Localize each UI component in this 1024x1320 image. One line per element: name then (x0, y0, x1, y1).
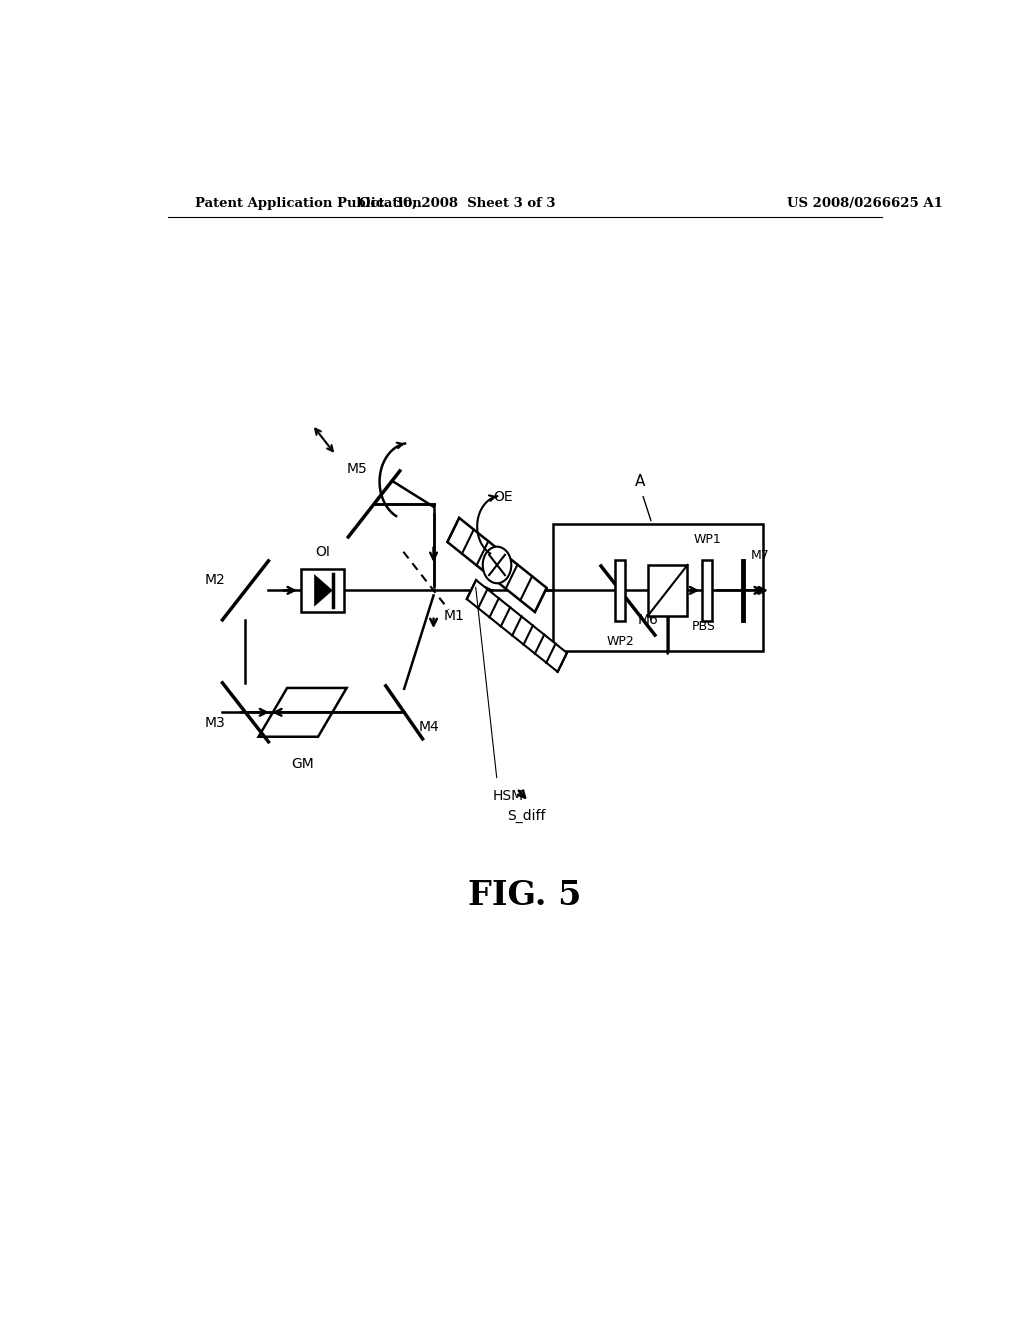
Text: Oct. 30, 2008  Sheet 3 of 3: Oct. 30, 2008 Sheet 3 of 3 (359, 197, 556, 210)
Text: HSM: HSM (494, 788, 524, 803)
Bar (301, 569, 344, 611)
Circle shape (482, 546, 511, 583)
Polygon shape (314, 574, 333, 607)
Text: M2: M2 (205, 573, 225, 587)
Text: PBS: PBS (692, 620, 716, 632)
Text: WP2: WP2 (606, 635, 634, 648)
Text: M5: M5 (347, 462, 368, 475)
Text: WP1: WP1 (693, 533, 721, 545)
Polygon shape (467, 579, 567, 672)
Text: M1: M1 (443, 609, 465, 623)
Text: FIG. 5: FIG. 5 (468, 879, 582, 912)
Bar (702, 560, 713, 620)
Text: M4: M4 (419, 721, 439, 734)
Text: US 2008/0266625 A1: US 2008/0266625 A1 (786, 197, 942, 210)
Text: A: A (635, 474, 645, 488)
Bar (614, 560, 626, 620)
Text: OI: OI (315, 545, 330, 558)
Text: S_diff: S_diff (507, 809, 546, 824)
Text: OE: OE (494, 490, 513, 504)
Text: Patent Application Publication: Patent Application Publication (196, 197, 422, 210)
Bar (648, 565, 687, 616)
Text: M7: M7 (751, 549, 770, 562)
Text: M6: M6 (638, 612, 658, 627)
Text: GM: GM (291, 758, 314, 771)
Polygon shape (447, 517, 547, 612)
Text: M3: M3 (205, 715, 225, 730)
Bar (553, 524, 763, 651)
